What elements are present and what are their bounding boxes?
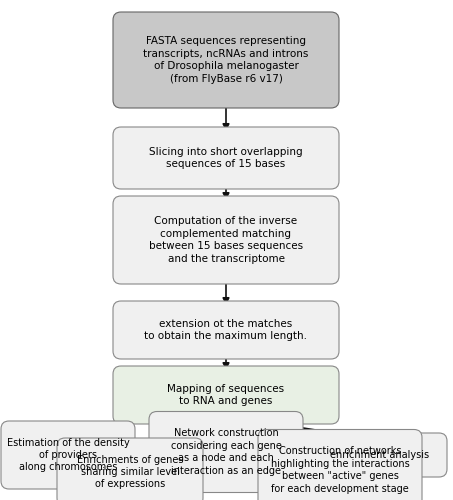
FancyBboxPatch shape — [1, 421, 135, 489]
Text: Mapping of sequences
to RNA and genes: Mapping of sequences to RNA and genes — [168, 384, 284, 406]
FancyBboxPatch shape — [113, 127, 339, 189]
Text: Computation of the inverse
complemented matching
between 15 bases sequences
and : Computation of the inverse complemented … — [149, 216, 303, 264]
Text: Construction of networks
highlighting the interactions
between "active" genes
fo: Construction of networks highlighting th… — [270, 446, 410, 494]
FancyBboxPatch shape — [57, 438, 203, 500]
FancyBboxPatch shape — [113, 196, 339, 284]
FancyBboxPatch shape — [258, 430, 422, 500]
FancyBboxPatch shape — [313, 433, 447, 477]
Text: Slicing into short overlapping
sequences of 15 bases: Slicing into short overlapping sequences… — [149, 147, 303, 169]
Text: Estimation of the density
of providers
along chromosomes: Estimation of the density of providers a… — [7, 438, 130, 472]
FancyBboxPatch shape — [113, 301, 339, 359]
Text: extension ot the matches
to obtain the maximum length.: extension ot the matches to obtain the m… — [145, 319, 308, 341]
Text: Enrichments of genes
sharing similar level
of expressions: Enrichments of genes sharing similar lev… — [77, 454, 183, 490]
FancyBboxPatch shape — [113, 366, 339, 424]
Text: enrichment analysis: enrichment analysis — [330, 450, 429, 460]
FancyBboxPatch shape — [149, 412, 303, 492]
FancyBboxPatch shape — [113, 12, 339, 108]
Text: Network construction
considering each gene
as a node and each
interaction as an : Network construction considering each ge… — [171, 428, 281, 476]
Text: FASTA sequences representing
transcripts, ncRNAs and introns
of Drosophila melan: FASTA sequences representing transcripts… — [143, 36, 308, 84]
